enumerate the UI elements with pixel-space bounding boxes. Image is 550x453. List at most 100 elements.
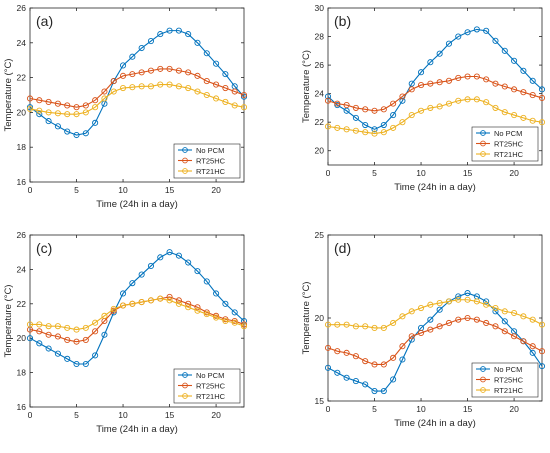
x-tick-label: 10: [416, 168, 426, 178]
data-point: [464, 290, 471, 297]
data-point: [436, 79, 443, 86]
data-point: [520, 313, 527, 320]
data-point: [492, 37, 499, 44]
data-point: [110, 305, 117, 313]
data-point: [138, 83, 145, 90]
data-point: [175, 300, 182, 307]
data-point: [194, 39, 201, 46]
data-point: [222, 300, 229, 307]
data-point: [399, 343, 406, 350]
legend-entry: No PCM: [178, 371, 224, 380]
data-point: [436, 103, 443, 110]
data-point: [213, 81, 220, 88]
y-tick-label: 28: [315, 32, 325, 42]
data-point: [185, 84, 192, 92]
data-point: [380, 106, 387, 113]
data-point: [399, 356, 406, 363]
data-point: [417, 69, 425, 76]
data-point: [147, 38, 155, 45]
chart-panel-3: 0 5 10 15 20 16 18 20 22 24 26 Time (24h in a day) T…: [3, 230, 248, 435]
data-point: [324, 97, 332, 104]
data-point: [110, 88, 117, 95]
data-point: [26, 335, 34, 342]
data-point: [222, 71, 229, 78]
data-point: [334, 100, 341, 107]
data-point: [82, 109, 89, 116]
x-tick-label: 0: [326, 168, 331, 178]
data-point: [399, 313, 406, 320]
data-point: [194, 72, 201, 79]
data-point: [82, 360, 89, 368]
y-tick-label: 24: [17, 38, 27, 48]
legend-entry: RT21HC: [178, 392, 226, 401]
legend-label: No PCM: [196, 371, 224, 380]
data-point: [240, 91, 248, 99]
data-point: [231, 309, 238, 316]
data-point: [64, 102, 71, 109]
data-point: [464, 29, 471, 36]
data-point: [203, 91, 210, 99]
x-tick-label: 20: [211, 185, 221, 195]
data-point: [371, 107, 378, 114]
data-point: [445, 77, 453, 84]
data-point: [529, 343, 536, 350]
data-point: [445, 100, 453, 107]
data-point: [343, 349, 350, 356]
data-point: [417, 304, 425, 312]
data-point: [129, 84, 136, 91]
data-point: [483, 27, 490, 34]
x-tick-label: 5: [74, 185, 79, 195]
data-point: [324, 123, 332, 130]
data-point: [343, 126, 350, 133]
data-point: [529, 316, 536, 323]
data-point: [520, 89, 527, 96]
x-tick-label: 10: [416, 404, 426, 414]
data-point: [175, 67, 182, 74]
data-point: [473, 73, 480, 80]
legend-entry: RT25HC: [178, 157, 226, 166]
data-point: [203, 78, 210, 85]
panel-label: (d): [334, 240, 351, 256]
data-point: [129, 71, 136, 78]
data-point: [101, 312, 108, 319]
data-point: [483, 301, 490, 308]
y-tick-label: 20: [315, 146, 325, 156]
data-point: [445, 298, 453, 305]
legend-entry: RT25HC: [476, 376, 524, 385]
data-point: [54, 350, 61, 357]
y-tick-label: 20: [17, 333, 27, 343]
data-point: [352, 104, 359, 111]
legend-marker: [480, 376, 486, 383]
data-point: [45, 109, 52, 116]
data-point: [82, 102, 89, 109]
data-point: [334, 369, 341, 376]
data-point: [436, 50, 443, 57]
data-point: [64, 324, 71, 331]
data-point: [352, 114, 359, 121]
data-point: [166, 27, 173, 34]
data-point: [390, 111, 397, 119]
legend-entry: RT25HC: [178, 382, 226, 391]
legend-label: RT25HC: [494, 376, 524, 385]
data-point: [54, 110, 61, 117]
data-point: [213, 312, 220, 319]
data-point: [45, 118, 52, 125]
y-tick-label: 26: [17, 3, 27, 13]
data-point: [334, 348, 341, 355]
data-point: [213, 314, 220, 321]
data-point: [352, 323, 359, 330]
data-point: [119, 290, 127, 297]
panel-label: (a): [36, 13, 53, 29]
data-point: [166, 65, 173, 72]
y-tick-label: 24: [315, 89, 325, 99]
data-point: [362, 323, 369, 330]
data-point: [455, 293, 462, 300]
x-axis-label: Time (24h in a day): [96, 199, 178, 210]
data-point: [157, 81, 164, 88]
data-point: [483, 298, 490, 305]
data-point: [138, 299, 145, 306]
data-point: [399, 97, 406, 104]
data-point: [101, 88, 108, 95]
series-line: [327, 317, 543, 366]
data-point: [427, 104, 434, 111]
